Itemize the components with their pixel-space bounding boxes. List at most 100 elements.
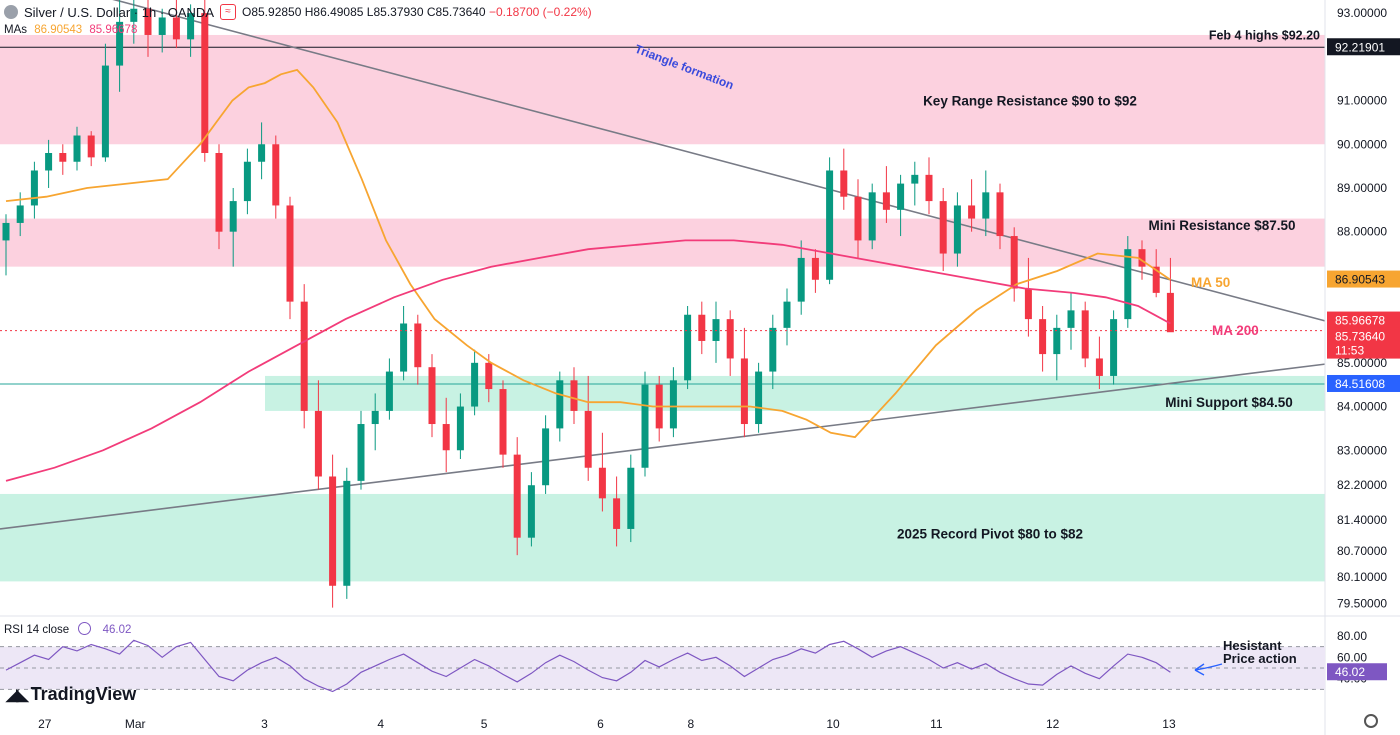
ma50-annotation: MA 50 — [1191, 275, 1230, 290]
candle-body — [556, 380, 564, 429]
rsi-legend[interactable]: RSI 14 close 46.02 — [4, 622, 131, 636]
ma200-annotation: MA 200 — [1212, 323, 1259, 338]
candle-body — [698, 314, 706, 341]
y-tick-label: 80.70000 — [1337, 544, 1387, 558]
chart-header: Silver / U.S. Dollar · 1h · OANDA ≈ O85.… — [4, 4, 592, 20]
candle-body — [314, 410, 322, 477]
ma-legend[interactable]: MAs 86.90543 85.96678 — [4, 24, 137, 36]
candle-body — [215, 153, 223, 232]
candle-body — [996, 192, 1004, 237]
price-tag-text-level: 92.21901 — [1335, 40, 1385, 54]
candle-body — [101, 65, 109, 158]
settings-gear-icon[interactable] — [1364, 714, 1378, 728]
y-tick-label: 90.00000 — [1337, 137, 1387, 151]
price-tag-text-last: 85.73640 — [1335, 330, 1385, 344]
candle-body — [229, 201, 237, 232]
price-tag-countdown — [1327, 341, 1400, 359]
candle-body — [1138, 249, 1146, 267]
candle-body — [1124, 249, 1132, 320]
candle-body — [598, 467, 606, 499]
change-value: −0.18700 (−0.22%) — [488, 5, 592, 19]
candle-body — [669, 380, 677, 429]
y-tick-label: 80.10000 — [1337, 570, 1387, 584]
candle-body — [385, 371, 393, 411]
ma50-line — [5, 68, 1171, 439]
rsi-note-arrow — [1194, 663, 1223, 676]
tradingview-logo[interactable]: ◢◣ TradingView — [6, 684, 136, 705]
candle-body — [911, 174, 919, 184]
tradingview-mark-icon: ◢◣ — [6, 686, 29, 704]
candle-body — [400, 323, 408, 372]
zone-support-3 — [0, 493, 1325, 582]
x-tick-label: 3 — [261, 717, 268, 731]
candle-body — [130, 8, 138, 22]
candle-body — [286, 205, 294, 302]
candle-body — [1010, 236, 1018, 289]
price-tag-ma50 — [1327, 270, 1400, 288]
candle-body — [840, 170, 848, 197]
trendline-1 — [0, 363, 1326, 530]
candle-body — [357, 424, 365, 481]
compare-icon[interactable]: ≈ — [220, 4, 236, 20]
x-tick-label: 11 — [930, 717, 943, 731]
candle-body — [882, 192, 890, 210]
y-tick-label: 93.00000 — [1337, 6, 1387, 20]
candle-body — [456, 406, 464, 451]
candle-body — [897, 183, 905, 210]
candle-body — [968, 205, 976, 219]
ma-legend-label: MAs — [4, 24, 27, 36]
visibility-icon[interactable] — [78, 622, 92, 635]
y-tick-label: 82.20000 — [1337, 478, 1387, 492]
zone-resistance-0 — [0, 34, 1325, 145]
x-tick-label: 6 — [597, 717, 604, 731]
candle-body — [414, 323, 422, 368]
candle-body — [1024, 288, 1032, 320]
rsi-note-line2: Price action — [1223, 651, 1297, 666]
candle-body — [16, 205, 24, 223]
y-tick-label: 91.00000 — [1337, 94, 1387, 108]
candle-body — [300, 301, 308, 411]
candle-body — [116, 21, 124, 66]
candle-body — [684, 314, 692, 381]
candle-body — [87, 135, 95, 158]
zone-label-1: Mini Resistance $87.50 — [1148, 218, 1295, 233]
ma200-legend-value: 85.96678 — [89, 24, 138, 36]
candle-body — [627, 467, 635, 529]
candle-body — [73, 135, 81, 162]
zone-label-0: Key Range Resistance $90 to $92 — [923, 94, 1137, 109]
candle-body — [1081, 310, 1089, 359]
y-tick-label: 83.00000 — [1337, 443, 1387, 457]
candle-body — [1067, 310, 1075, 328]
candle-body — [769, 327, 777, 372]
x-tick-label: 5 — [481, 717, 488, 731]
open-value: O85.92850 — [242, 5, 302, 19]
high-value: H86.49085 — [304, 5, 364, 19]
candle-body — [1110, 319, 1118, 376]
candle-body — [243, 161, 251, 202]
zone-label-3: 2025 Record Pivot $80 to $82 — [897, 526, 1083, 541]
candle-body — [712, 319, 720, 341]
candle-body — [59, 153, 67, 162]
price-tag-last — [1327, 327, 1400, 345]
candle-body — [925, 174, 933, 202]
candle-body — [172, 17, 180, 40]
candle-body — [485, 362, 493, 390]
rsi-legend-label: RSI 14 close — [4, 624, 70, 636]
ma200-line — [5, 239, 1171, 482]
y-tick-label: 84.00000 — [1337, 400, 1387, 414]
candle-body — [584, 410, 592, 468]
candle-body — [513, 454, 521, 538]
candle-body — [854, 196, 862, 241]
candle-body — [158, 17, 166, 35]
symbol-title[interactable]: Silver / U.S. Dollar · 1h · OANDA — [24, 4, 214, 20]
rsi-tick-label: 60.00 — [1337, 650, 1367, 664]
candle-body — [953, 205, 961, 254]
candle-body — [201, 13, 209, 153]
candle-body — [755, 371, 763, 425]
candle-body — [272, 144, 280, 206]
candle-body — [613, 498, 621, 529]
x-tick-label: Mar — [125, 717, 146, 731]
close-value: C85.73640 — [426, 5, 486, 19]
candle-body — [527, 485, 535, 538]
